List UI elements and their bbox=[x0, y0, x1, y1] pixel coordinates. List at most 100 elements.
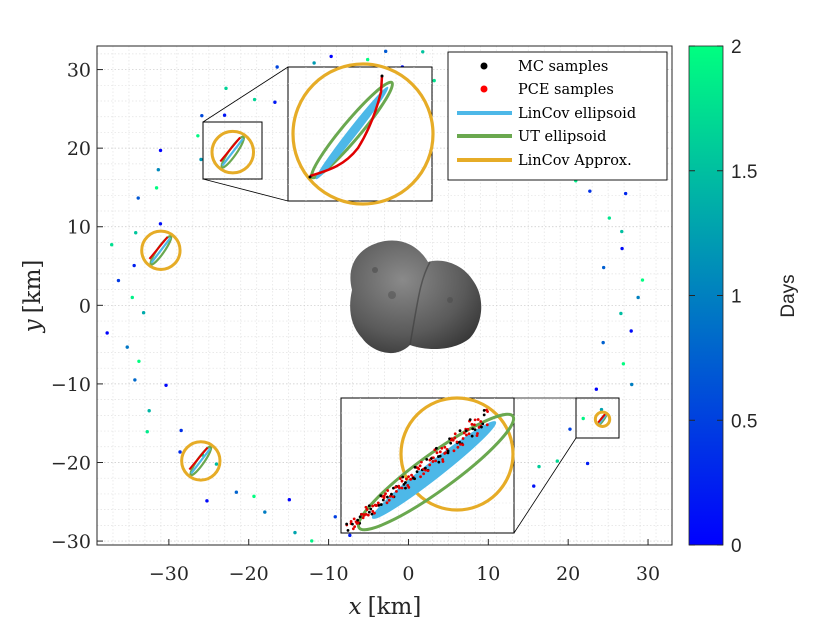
inset-sample-point bbox=[386, 489, 390, 492]
orbit-sample-point bbox=[145, 430, 149, 434]
orbit-sample-point bbox=[199, 157, 203, 162]
colorbar-tick-label: 2 bbox=[731, 37, 742, 58]
inset-sample-point bbox=[385, 495, 389, 499]
legend: MC samples PCE samples LinCov ellipsoid … bbox=[447, 51, 668, 181]
orbit-sample-point bbox=[581, 416, 585, 421]
legend-label-lincov: LinCov ellipsoid bbox=[518, 106, 636, 122]
site-pce-samples bbox=[597, 413, 606, 424]
inset-sample-point bbox=[400, 479, 404, 483]
colorbar-tick-label: 1 bbox=[731, 287, 742, 308]
inset-sample-point bbox=[471, 427, 475, 431]
inset-sample-point bbox=[438, 454, 442, 458]
inset-sample-point bbox=[346, 529, 350, 532]
inset-lower-ut-ellipse bbox=[356, 412, 516, 532]
orbit-sample-point bbox=[555, 459, 560, 463]
inset-sample-point bbox=[428, 458, 432, 462]
inset-sample-point bbox=[407, 475, 410, 479]
inset-upper-approx-circle bbox=[291, 62, 435, 206]
inset-sample-point bbox=[440, 446, 444, 450]
orbit-sample-point bbox=[156, 167, 161, 172]
inset-sample-point bbox=[366, 513, 370, 517]
colorbar-tick-label: 0 bbox=[731, 536, 742, 557]
inset-sample-point bbox=[467, 432, 471, 436]
inset-sample-point bbox=[398, 486, 401, 490]
legend-marker-mc bbox=[480, 62, 488, 70]
inset-sample-point bbox=[345, 522, 349, 526]
inset-sample-point bbox=[398, 477, 402, 480]
inset-sample-point bbox=[459, 442, 462, 446]
y-tick-label: 10 bbox=[67, 217, 91, 239]
orbit-sample-point bbox=[134, 231, 138, 235]
inset-sample-point bbox=[352, 517, 356, 521]
inset-sample-point bbox=[349, 520, 353, 523]
site-lincov-ellipse bbox=[598, 413, 607, 425]
x-tick-label: 20 bbox=[556, 563, 580, 585]
inset-upper-samples bbox=[309, 75, 384, 178]
inset-sample-point bbox=[453, 432, 457, 436]
site-pce-samples bbox=[188, 446, 209, 471]
y-tick-label: −30 bbox=[51, 531, 91, 553]
legend-label-approx: LinCov Approx. bbox=[518, 153, 632, 169]
orbit-sample-point bbox=[293, 530, 297, 535]
inset-sample-point bbox=[361, 516, 365, 520]
orbit-sample-point bbox=[214, 462, 219, 466]
inset-sample-point bbox=[404, 486, 407, 490]
inset-sample-point bbox=[351, 527, 355, 531]
orbit-sample-point bbox=[383, 49, 388, 54]
colorbar-label: Days bbox=[778, 274, 799, 317]
orbit-sample-point bbox=[620, 229, 624, 234]
orbit-sample-point bbox=[365, 57, 370, 62]
orbit-sample-point bbox=[178, 450, 182, 454]
inset-sample-point bbox=[453, 436, 457, 440]
orbit-sample-point bbox=[154, 186, 159, 190]
orbit-sample-point bbox=[275, 65, 279, 69]
inset-sample-point bbox=[482, 408, 486, 412]
inset-sample-point bbox=[367, 510, 371, 514]
inset-sample-point bbox=[358, 515, 362, 519]
inset-sample-point bbox=[413, 465, 417, 469]
orbit-sample-point bbox=[105, 331, 109, 335]
inset-sample-point bbox=[462, 431, 466, 435]
inset-sample-point bbox=[476, 432, 479, 435]
inset-sample-point bbox=[481, 422, 485, 426]
inset-sample-point bbox=[377, 503, 380, 507]
inset-sample-point bbox=[401, 475, 405, 479]
inset-sample-point bbox=[406, 484, 410, 487]
orbit-sample-point bbox=[252, 494, 256, 499]
inset-sample-point bbox=[370, 512, 374, 516]
inset-sample-point bbox=[434, 446, 438, 450]
orbit-sample-point bbox=[588, 189, 592, 193]
inset-sample-point bbox=[419, 460, 423, 464]
inset-sample-point bbox=[470, 422, 474, 426]
inset-sample-point bbox=[410, 473, 413, 477]
orbit-sample-point bbox=[601, 340, 605, 345]
inset-sample-point bbox=[360, 512, 363, 516]
orbit-sample-point bbox=[158, 222, 163, 226]
inset-sample-point bbox=[419, 475, 422, 479]
inset-sample-point bbox=[458, 429, 462, 433]
site-lincov-ellipse bbox=[221, 137, 245, 167]
inset-sample-point bbox=[356, 518, 360, 522]
inset-sample-point bbox=[456, 445, 460, 449]
x-tick-label: −30 bbox=[149, 563, 189, 585]
orbit-sample-point bbox=[287, 498, 292, 502]
inset-source-box-lower bbox=[575, 397, 620, 439]
inset-sample-point bbox=[382, 494, 386, 498]
inset-sample-point bbox=[438, 450, 442, 454]
inset-sample-point bbox=[468, 418, 472, 422]
inset-sample-point bbox=[431, 460, 435, 463]
orbit-sample-point bbox=[136, 196, 140, 200]
inset-sample-point bbox=[364, 513, 368, 516]
inset-sample-point bbox=[356, 521, 360, 525]
orbit-sample-point bbox=[234, 490, 239, 494]
inset-sample-point bbox=[473, 418, 477, 422]
inset-sample-point bbox=[482, 413, 486, 417]
orbit-sample-point bbox=[629, 329, 633, 333]
orbit-sample-point bbox=[421, 50, 425, 54]
site-approx-circle bbox=[210, 129, 256, 175]
orbit-sample-point bbox=[585, 461, 590, 466]
inset-upper bbox=[287, 62, 435, 206]
axes-frame bbox=[96, 45, 673, 546]
orbit-sample-point bbox=[310, 539, 314, 543]
